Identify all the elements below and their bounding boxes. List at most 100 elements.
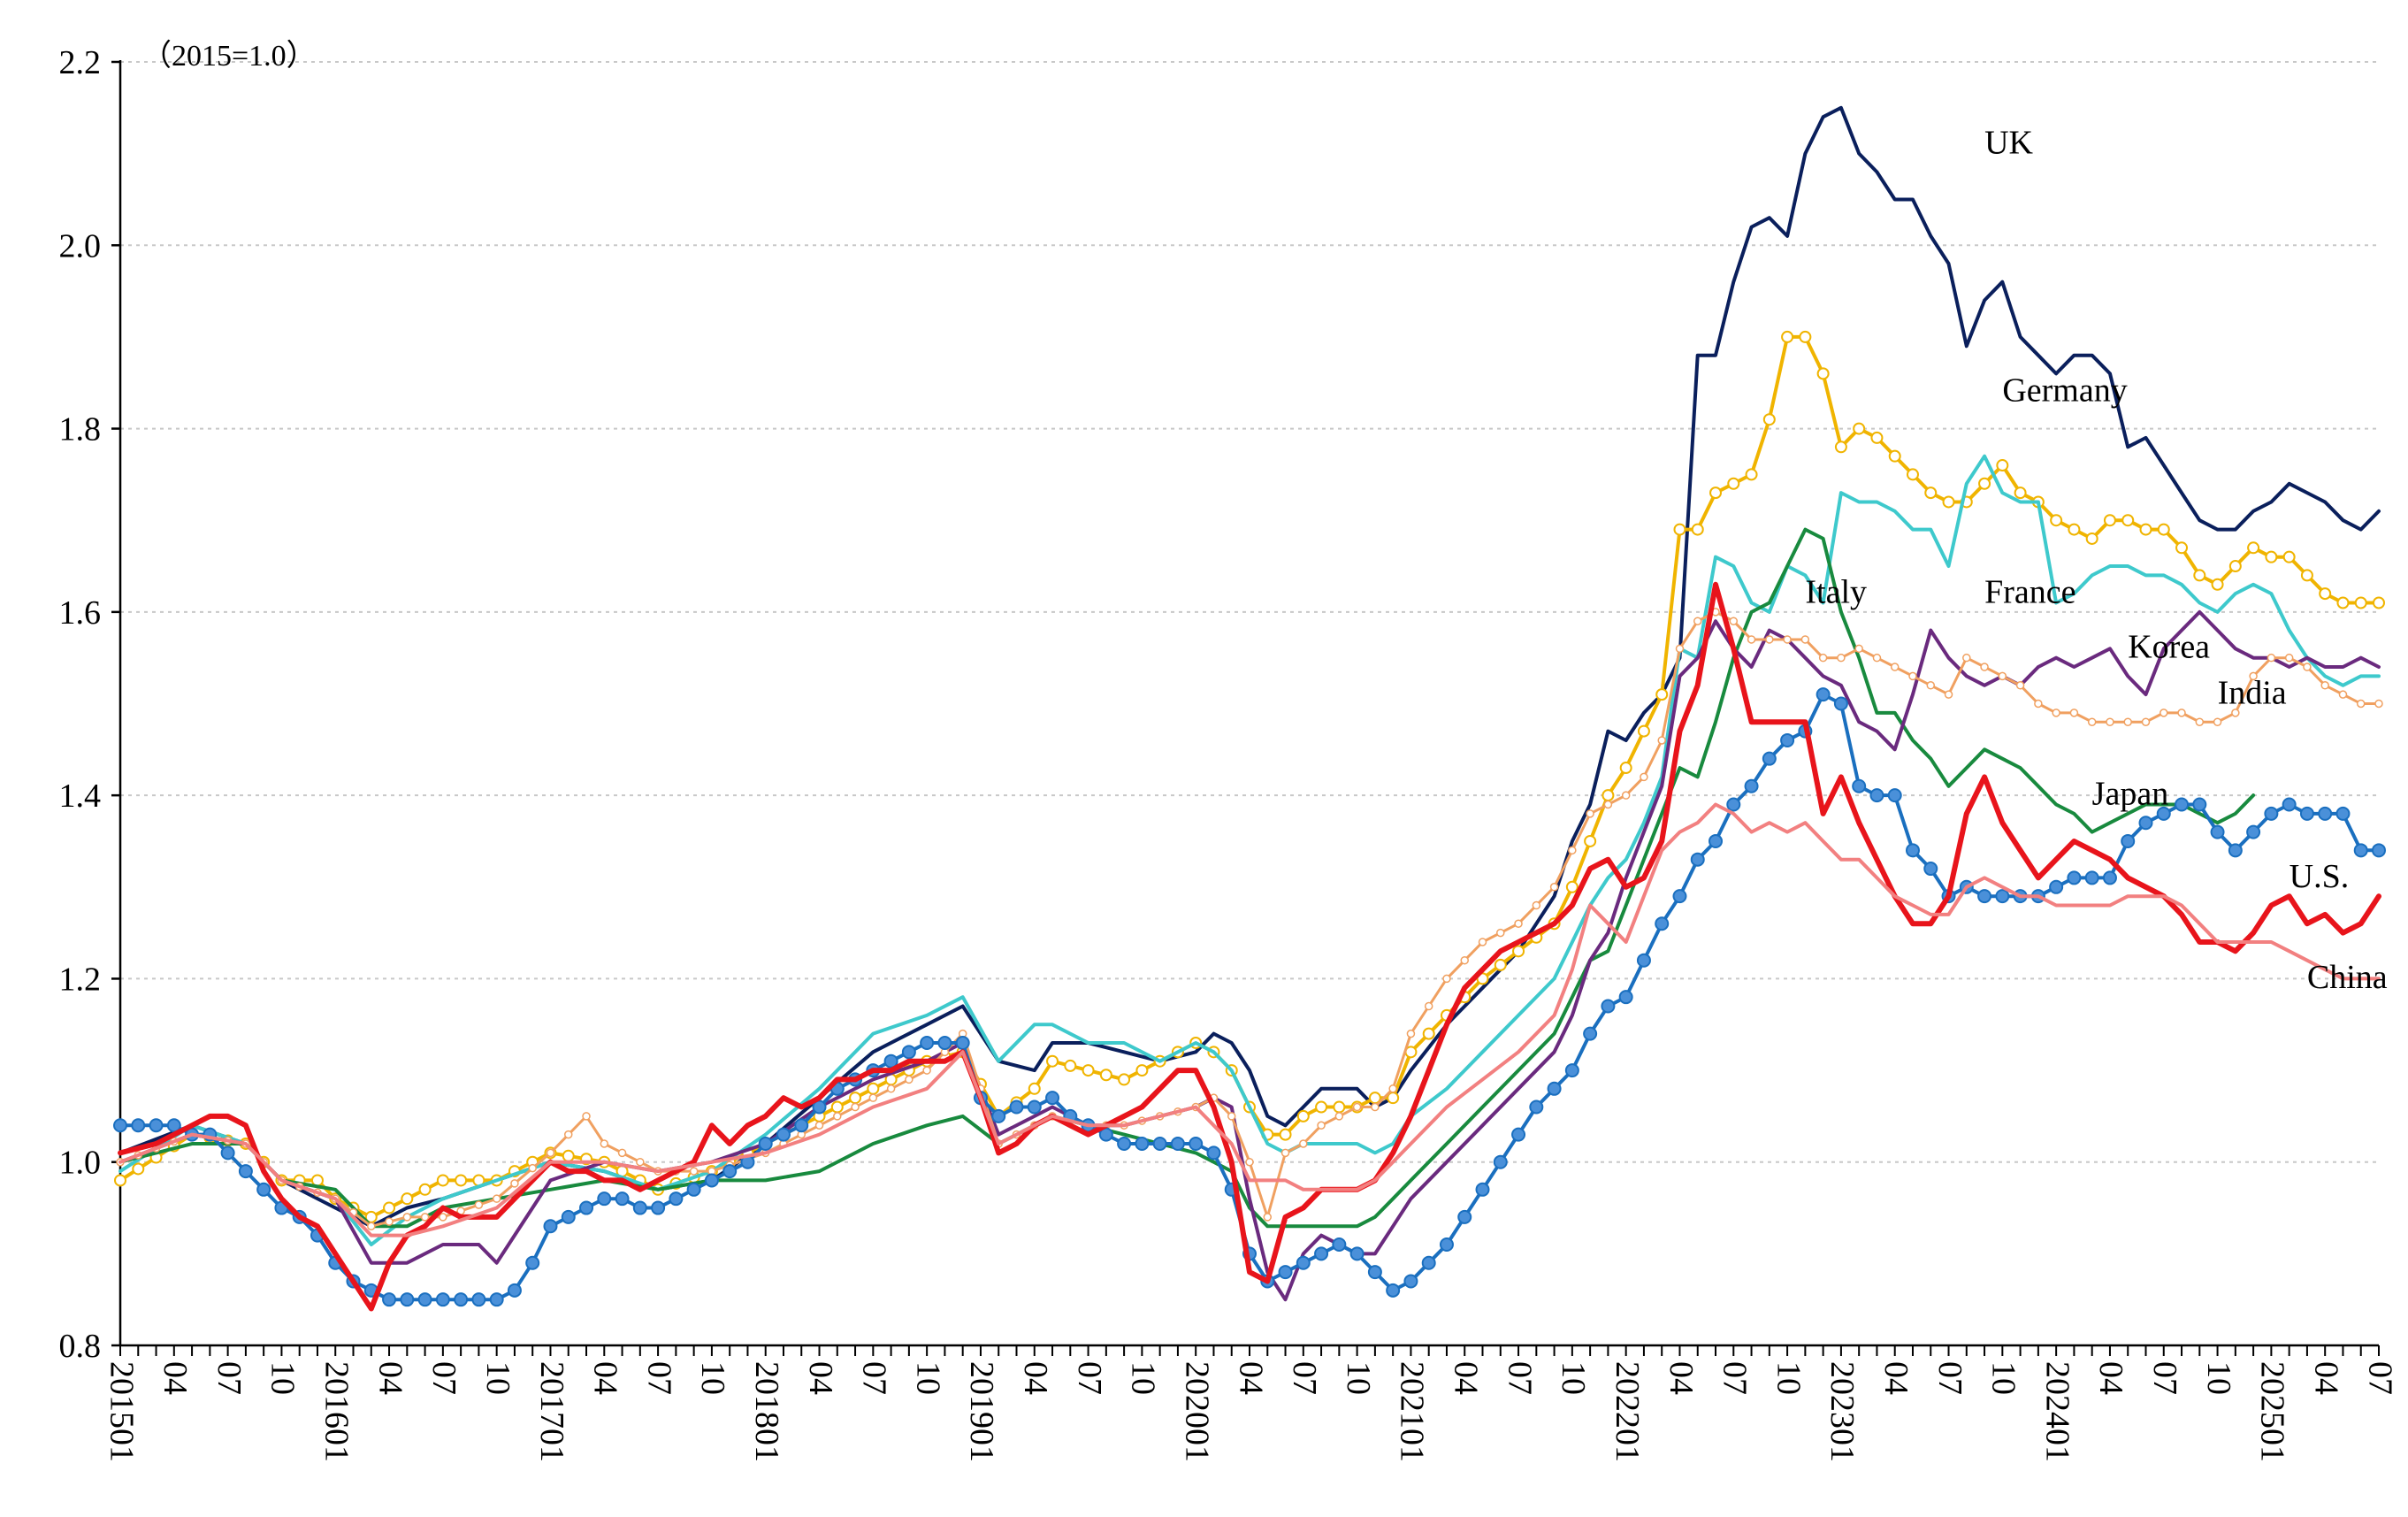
series-point-germany xyxy=(1279,1128,1292,1141)
series-label-india: India xyxy=(2218,675,2287,712)
series-point-germany xyxy=(1906,468,1919,481)
series-point-japan xyxy=(1386,1283,1401,1298)
x-tick-label: 04 xyxy=(2307,1361,2344,1395)
series-point-germany xyxy=(1315,1100,1328,1114)
series-point-india xyxy=(1496,928,1505,938)
series-point-india xyxy=(1442,974,1451,984)
series-line-china xyxy=(118,802,2381,1237)
series-point-germany xyxy=(1691,523,1704,536)
series-point-japan xyxy=(1170,1136,1185,1151)
series-point-india xyxy=(1549,883,1559,892)
series-point-india xyxy=(402,1213,412,1222)
x-tick-label: 10 xyxy=(694,1361,731,1395)
series-point-germany xyxy=(1333,1100,1346,1114)
series-point-germany xyxy=(1099,1069,1112,1082)
series-point-japan xyxy=(1869,788,1884,803)
series-point-japan xyxy=(1672,889,1687,904)
x-tick-label: 07 xyxy=(1716,1361,1754,1395)
series-point-india xyxy=(385,1217,394,1226)
series-point-germany xyxy=(2336,596,2350,609)
series-point-japan xyxy=(2067,870,2082,885)
series-point-india xyxy=(1299,1139,1308,1148)
series-point-india xyxy=(528,1163,537,1173)
series-point-germany xyxy=(867,1082,880,1095)
x-tick-label: 10 xyxy=(1340,1361,1377,1395)
series-point-japan xyxy=(149,1118,164,1133)
series-point-japan xyxy=(1493,1154,1508,1169)
series-point-india xyxy=(2213,717,2222,726)
series-point-japan xyxy=(2282,797,2297,812)
x-tick-label: 10 xyxy=(1125,1361,1162,1395)
y-tick-label: 1.8 xyxy=(59,411,102,448)
series-point-japan xyxy=(471,1292,486,1307)
series-point-japan xyxy=(2228,843,2243,858)
series-point-japan xyxy=(507,1283,522,1298)
series-lines xyxy=(113,105,2386,1312)
series-point-india xyxy=(546,1148,555,1158)
series-point-japan xyxy=(2175,797,2190,812)
series-point-japan xyxy=(1690,852,1705,867)
x-tick-label: 202301 xyxy=(1823,1361,1861,1462)
series-line-u-s xyxy=(118,581,2381,1312)
series-point-india xyxy=(1872,653,1882,663)
series-point-japan xyxy=(2264,806,2279,821)
series-point-india xyxy=(420,1213,430,1222)
series-point-germany xyxy=(418,1183,432,1196)
y-tick-label: 2.0 xyxy=(59,227,102,264)
series-point-india xyxy=(1675,644,1685,654)
series-point-india xyxy=(2374,699,2383,709)
series-label-china: China xyxy=(2307,959,2388,996)
series-point-japan xyxy=(1618,990,1633,1005)
series-point-india xyxy=(1854,644,1863,654)
series-point-india xyxy=(1263,1213,1273,1222)
series-point-japan xyxy=(166,1118,181,1133)
series-point-japan xyxy=(1583,1026,1598,1041)
series-point-india xyxy=(2320,681,2329,690)
series-point-india xyxy=(1371,1102,1380,1112)
series-label-korea: Korea xyxy=(2128,629,2210,666)
x-tick-label: 202501 xyxy=(2254,1361,2291,1462)
series-point-germany xyxy=(1834,441,1847,454)
x-tick-label: 04 xyxy=(1663,1361,1700,1395)
x-tick-label: 201701 xyxy=(533,1361,570,1462)
series-point-india xyxy=(1478,938,1487,946)
series-point-japan xyxy=(901,1045,916,1060)
series-point-japan xyxy=(1833,696,1848,711)
series-point-india xyxy=(2177,709,2186,717)
series-point-japan xyxy=(2102,870,2117,885)
series-label-germany: Germany xyxy=(2002,372,2127,409)
series-point-germany xyxy=(1512,945,1525,958)
x-tick-label: 07 xyxy=(640,1361,677,1395)
series-point-india xyxy=(367,1222,376,1231)
series-point-india xyxy=(563,1130,573,1139)
series-point-japan xyxy=(2335,806,2351,821)
series-point-india xyxy=(617,1148,627,1158)
series-point-germany xyxy=(1655,688,1669,701)
series-point-germany xyxy=(1673,523,1686,536)
series-point-japan xyxy=(669,1191,684,1207)
x-tick-label: 10 xyxy=(1985,1361,2022,1395)
series-point-germany xyxy=(1870,431,1884,444)
series-point-japan xyxy=(1332,1237,1347,1252)
series-label-japan: Japan xyxy=(2092,776,2169,813)
series-point-japan xyxy=(2353,843,2368,858)
series-point-japan xyxy=(686,1182,701,1197)
series-point-japan xyxy=(220,1145,235,1161)
series-point-japan xyxy=(1762,751,1777,766)
series-point-japan xyxy=(1977,889,1992,904)
series-point-germany xyxy=(562,1149,575,1162)
series-point-japan xyxy=(615,1191,630,1207)
series-point-germany xyxy=(1888,449,1901,463)
series-point-india xyxy=(868,1093,878,1102)
series-point-japan xyxy=(382,1292,397,1307)
x-tick-label: 10 xyxy=(479,1361,516,1395)
series-point-germany xyxy=(1799,330,1812,343)
series-point-india xyxy=(1729,617,1739,625)
y-tick-label: 0.8 xyxy=(59,1328,102,1365)
series-point-japan xyxy=(561,1209,576,1224)
series-point-india xyxy=(1532,900,1541,910)
series-point-india xyxy=(2141,717,2151,726)
series-point-japan xyxy=(1278,1265,1293,1280)
series-point-india xyxy=(492,1194,501,1203)
series-point-japan xyxy=(2049,879,2064,894)
